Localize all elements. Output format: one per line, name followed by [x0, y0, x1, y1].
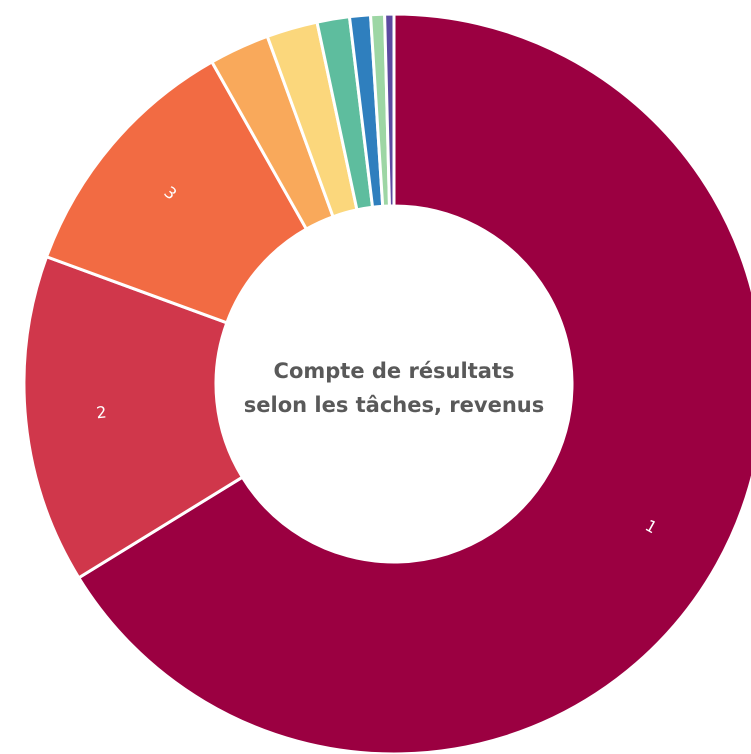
chart-title-line-2: selon les tâches, revenus: [244, 393, 544, 417]
chart-title-line-1: Compte de résultats: [274, 359, 515, 383]
donut-slice-9: [383, 12, 396, 208]
slice-label-2: 2: [95, 402, 107, 422]
donut-slice-2: [22, 254, 245, 580]
donut-slice-1: [76, 12, 751, 754]
donut-slice-3: [44, 59, 309, 325]
donut-slices: [22, 12, 751, 754]
